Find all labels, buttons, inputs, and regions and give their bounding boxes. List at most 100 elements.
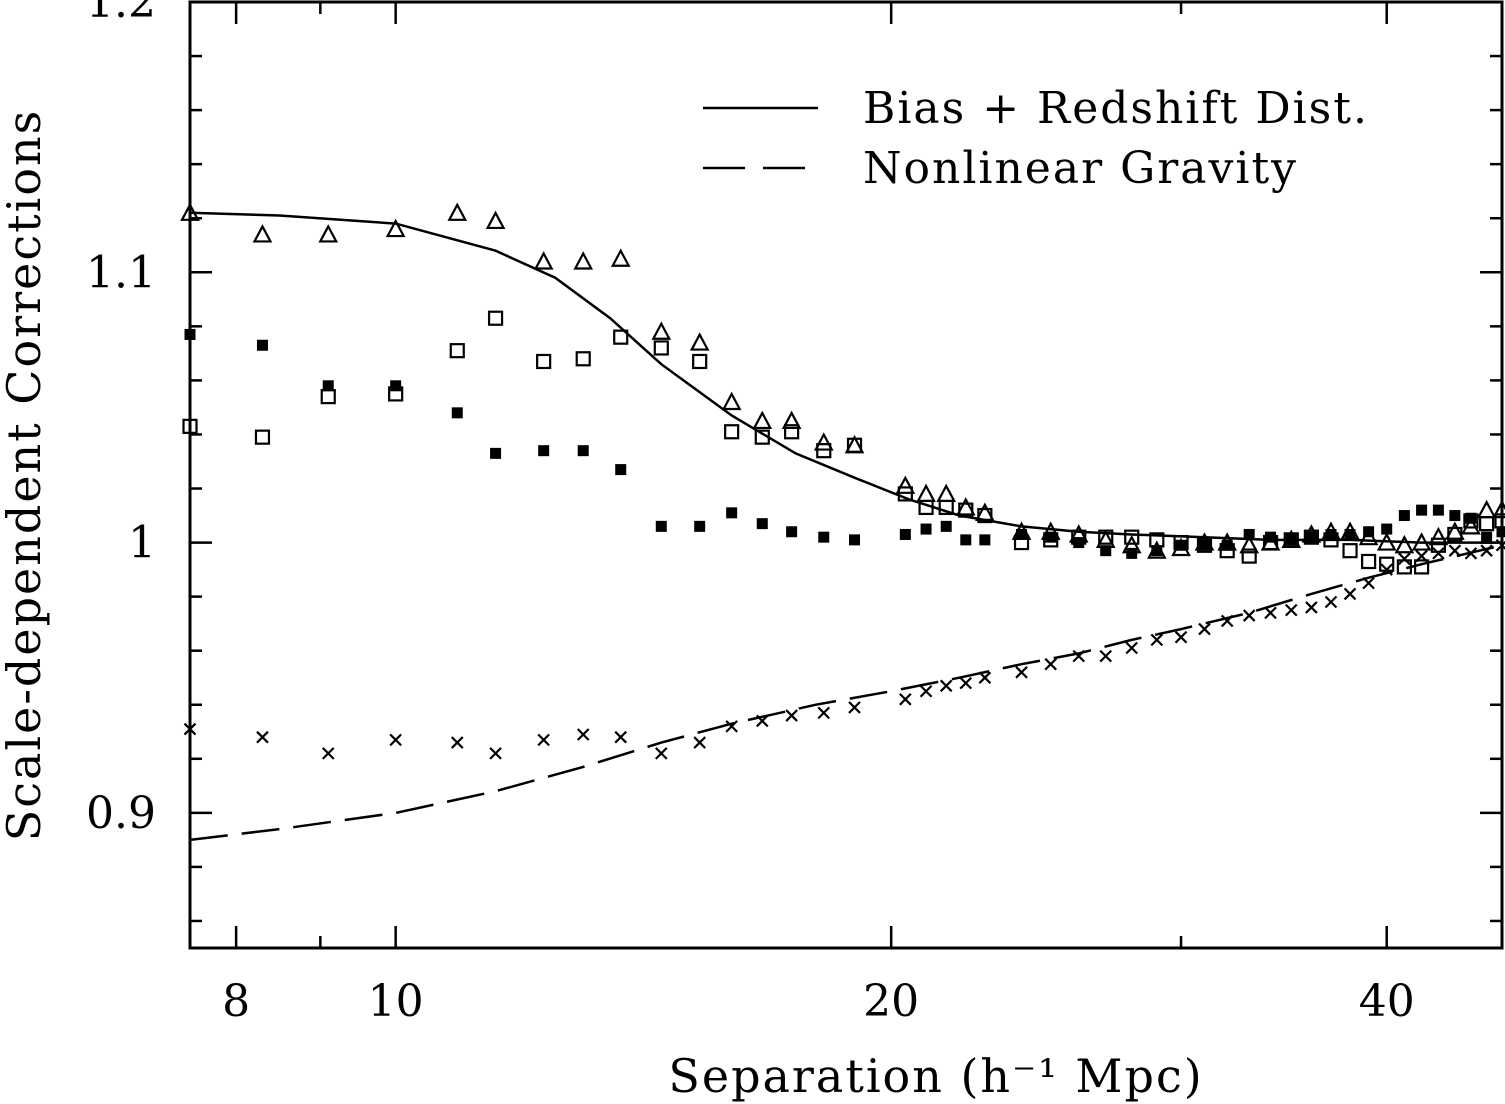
open-square-marker bbox=[653, 340, 669, 356]
curves bbox=[189, 211, 1503, 842]
filled-square-marker bbox=[1305, 531, 1317, 543]
open-square-marker bbox=[958, 502, 974, 518]
open-square-marker bbox=[1396, 559, 1412, 575]
triangle-marker bbox=[485, 210, 506, 230]
filled-square-marker bbox=[615, 464, 627, 476]
open-square-marker bbox=[1098, 529, 1114, 545]
triangle-marker bbox=[1461, 516, 1481, 535]
triangle-marker bbox=[895, 475, 916, 494]
cross-marker bbox=[817, 706, 831, 720]
open-square-marker bbox=[1196, 537, 1213, 553]
triangle-marker bbox=[1492, 499, 1505, 519]
triangle-marker bbox=[533, 251, 554, 270]
open-square-marker bbox=[692, 353, 708, 370]
open-square-marker bbox=[1447, 526, 1463, 543]
open-square-marker bbox=[487, 310, 504, 326]
cross-marker bbox=[1125, 641, 1139, 655]
open-square-marker bbox=[977, 507, 993, 524]
open-square-marker bbox=[613, 329, 629, 345]
triangle-marker bbox=[610, 248, 631, 267]
cross-marker bbox=[655, 747, 668, 760]
filled-square-marker bbox=[1221, 539, 1233, 551]
filled-square-marker bbox=[1381, 523, 1393, 535]
cross-marker bbox=[1264, 606, 1277, 620]
triangle-marker bbox=[721, 391, 742, 411]
open-square-marker bbox=[754, 429, 770, 445]
cross-marker bbox=[755, 714, 769, 728]
open-square-marker bbox=[1303, 529, 1319, 545]
triangle-marker bbox=[1445, 521, 1465, 540]
filled-square-marker bbox=[979, 534, 991, 546]
triangle-marker bbox=[752, 410, 773, 430]
cross-marker bbox=[537, 733, 550, 747]
filled-square-marker bbox=[577, 445, 589, 457]
filled-square-marker bbox=[1243, 528, 1255, 540]
triangle-marker bbox=[813, 432, 834, 451]
legend: Bias + Redshift Dist. Nonlinear Gravity bbox=[703, 83, 1369, 194]
cross-marker bbox=[1415, 549, 1428, 563]
cross-marker bbox=[1044, 657, 1057, 671]
cross-marker bbox=[959, 676, 973, 690]
data-markers bbox=[180, 202, 1505, 760]
triangle-marker bbox=[180, 202, 200, 221]
open-square-marker bbox=[816, 443, 832, 459]
filled-square-marker bbox=[786, 526, 798, 538]
triangle-marker bbox=[955, 497, 976, 516]
open-square-marker bbox=[1479, 516, 1495, 532]
filled-square-marker bbox=[538, 445, 550, 457]
open-square-marker bbox=[918, 499, 934, 516]
triangle-marker bbox=[447, 202, 468, 221]
plot-frame bbox=[188, 0, 1504, 950]
y-tick-label: 1.1 bbox=[86, 247, 156, 298]
cross-marker bbox=[693, 736, 706, 749]
x-tick-label: 40 bbox=[1359, 976, 1415, 1027]
triangle-marker bbox=[975, 502, 995, 521]
filled-square-marker bbox=[256, 339, 268, 351]
filled-square-marker bbox=[490, 447, 502, 459]
cross-marker bbox=[1150, 633, 1164, 647]
cross-marker bbox=[848, 701, 861, 714]
filled-square-marker bbox=[322, 380, 334, 392]
open-square-marker bbox=[182, 418, 198, 434]
cross-marker bbox=[919, 684, 933, 698]
legend-label: Nonlinear Gravity bbox=[863, 143, 1298, 194]
filled-square-marker bbox=[1325, 528, 1337, 540]
filled-square-marker bbox=[1073, 537, 1085, 549]
cross-marker bbox=[1220, 614, 1234, 628]
legend-label: Bias + Redshift Dist. bbox=[863, 83, 1369, 134]
filled-square-marker bbox=[1465, 512, 1477, 524]
cross-marker bbox=[1198, 622, 1211, 636]
open-square-marker bbox=[254, 429, 271, 445]
bias-redshift-line bbox=[189, 211, 1502, 544]
triangle-marker bbox=[1376, 532, 1397, 551]
x-tick-label: 20 bbox=[863, 976, 919, 1027]
cross-marker bbox=[256, 730, 269, 744]
cross-marker bbox=[1495, 538, 1505, 552]
axes-ticks bbox=[190, 0, 1502, 948]
filled-square-marker bbox=[1126, 547, 1138, 559]
filled-square-marker bbox=[1265, 531, 1277, 543]
cross-marker bbox=[1174, 630, 1188, 644]
nonlinear-gravity-line bbox=[189, 544, 1503, 842]
cross-marker bbox=[1448, 544, 1462, 557]
cross-marker bbox=[1099, 649, 1113, 663]
triangle-marker bbox=[318, 224, 339, 243]
filled-square-marker bbox=[818, 531, 830, 543]
triangle-marker bbox=[1239, 534, 1260, 554]
filled-square-marker bbox=[960, 534, 972, 546]
filled-square-marker bbox=[390, 380, 402, 392]
filled-square-marker bbox=[451, 407, 463, 419]
triangle-marker bbox=[689, 332, 710, 351]
open-square-marker bbox=[1413, 559, 1430, 575]
cross-marker bbox=[1398, 552, 1411, 566]
cross-marker bbox=[1324, 595, 1338, 609]
cross-marker bbox=[1432, 547, 1445, 560]
triangle-marker bbox=[1394, 534, 1415, 554]
cross-marker bbox=[450, 736, 464, 749]
triangle-marker bbox=[651, 321, 672, 340]
cross-marker bbox=[1343, 587, 1357, 601]
cross-marker bbox=[489, 747, 502, 760]
filled-square-marker bbox=[1481, 531, 1493, 543]
cross-marker bbox=[1305, 601, 1318, 614]
